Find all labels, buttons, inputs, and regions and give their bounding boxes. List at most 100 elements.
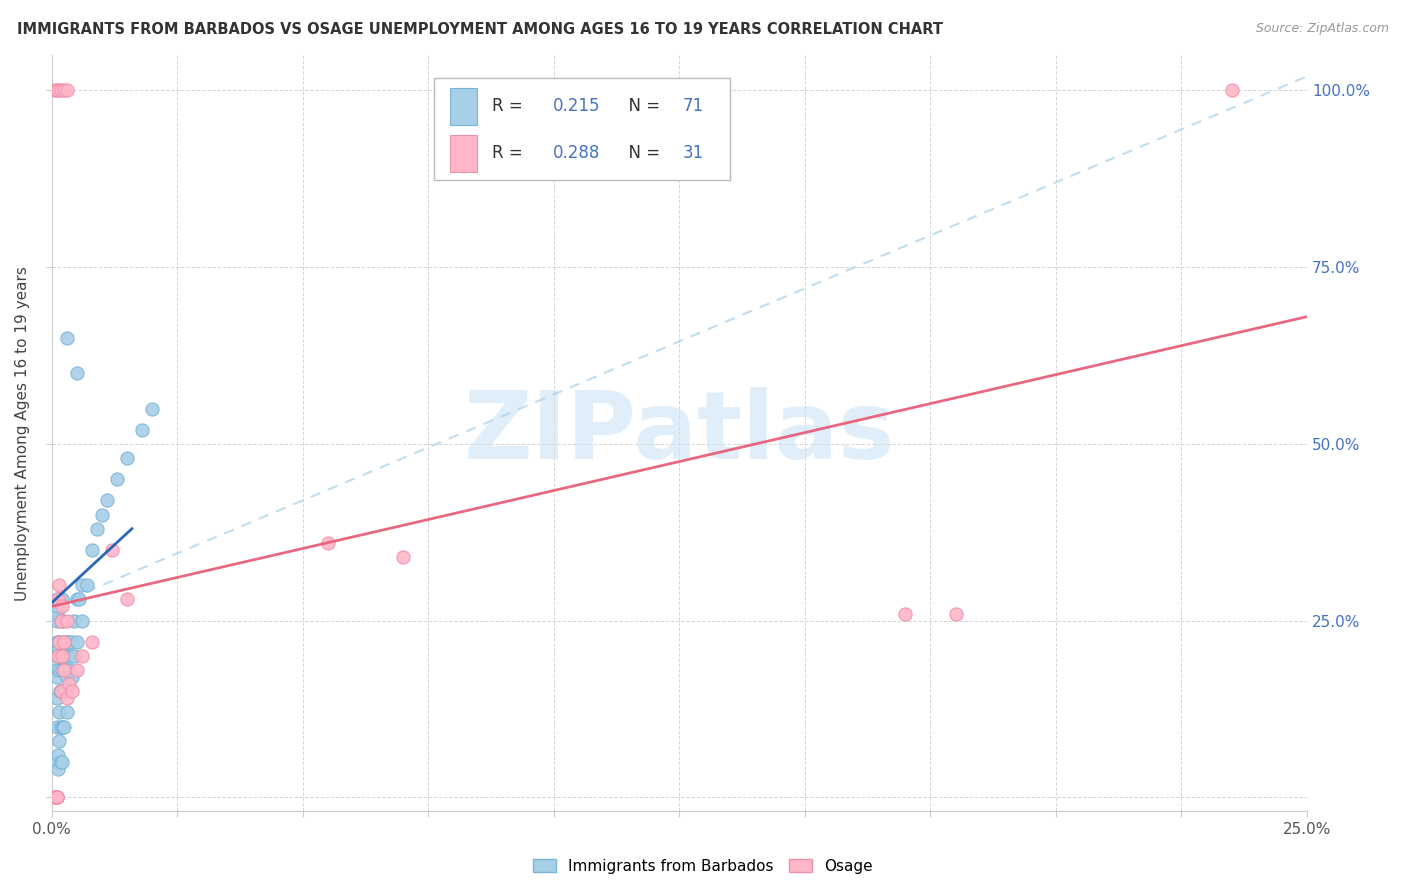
Point	[42, 83, 65, 97]
Point	[49, 614, 72, 628]
Point	[55, 670, 77, 684]
Point	[63, 648, 86, 663]
Point	[55, 635, 77, 649]
Point	[46, 648, 69, 663]
Point	[49, 592, 72, 607]
FancyBboxPatch shape	[434, 78, 730, 180]
Point	[52, 648, 75, 663]
Point	[48, 706, 70, 720]
Point	[53, 663, 76, 677]
Point	[59, 648, 82, 663]
Point	[141, 401, 163, 416]
Point	[60, 635, 83, 649]
Point	[53, 635, 76, 649]
Text: ZIPatlas: ZIPatlas	[464, 387, 896, 479]
Point	[45, 755, 67, 769]
Point	[90, 508, 112, 522]
Point	[48, 648, 70, 663]
Point	[52, 684, 75, 698]
Point	[46, 648, 69, 663]
Point	[53, 83, 76, 97]
Point	[42, 790, 65, 805]
Point	[392, 549, 415, 564]
Point	[70, 614, 93, 628]
Point	[80, 542, 103, 557]
Point	[55, 691, 77, 706]
Point	[45, 691, 67, 706]
Point	[70, 648, 93, 663]
Point	[55, 614, 77, 628]
Text: R =: R =	[492, 97, 529, 115]
Text: Source: ZipAtlas.com: Source: ZipAtlas.com	[1256, 22, 1389, 36]
Point	[45, 790, 67, 805]
Text: 31: 31	[683, 145, 704, 162]
Point	[48, 684, 70, 698]
Point	[55, 648, 77, 663]
Point	[86, 522, 108, 536]
Point	[45, 592, 67, 607]
Point	[52, 614, 75, 628]
Point	[51, 592, 73, 607]
Point	[42, 663, 65, 677]
Point	[46, 635, 69, 649]
Point	[51, 648, 73, 663]
Point	[60, 684, 83, 698]
Point	[46, 83, 69, 97]
Point	[105, 472, 128, 486]
Point	[49, 614, 72, 628]
Point	[45, 599, 67, 614]
Text: IMMIGRANTS FROM BARBADOS VS OSAGE UNEMPLOYMENT AMONG AGES 16 TO 19 YEARS CORRELA: IMMIGRANTS FROM BARBADOS VS OSAGE UNEMPL…	[17, 22, 943, 37]
Point	[48, 635, 70, 649]
Point	[66, 635, 89, 649]
Text: 0.215: 0.215	[553, 97, 600, 115]
Point	[63, 614, 86, 628]
Point	[46, 747, 69, 762]
Point	[49, 648, 72, 663]
Point	[131, 423, 153, 437]
Point	[45, 607, 67, 621]
Point	[53, 635, 76, 649]
Point	[51, 684, 73, 698]
Point	[58, 663, 80, 677]
Point	[56, 663, 79, 677]
Point	[55, 684, 77, 698]
Point	[45, 648, 67, 663]
Point	[49, 755, 72, 769]
Point	[45, 790, 67, 805]
Point	[96, 493, 118, 508]
Point	[945, 607, 967, 621]
Text: 0.288: 0.288	[553, 145, 600, 162]
Point	[45, 614, 67, 628]
Point	[76, 578, 98, 592]
Point	[46, 592, 69, 607]
Point	[51, 663, 73, 677]
Point	[51, 635, 73, 649]
Point	[55, 83, 77, 97]
Point	[48, 663, 70, 677]
Point	[58, 635, 80, 649]
Point	[52, 720, 75, 734]
Point	[316, 536, 339, 550]
Bar	[450, 88, 477, 125]
Point	[53, 684, 76, 698]
Point	[894, 607, 917, 621]
Point	[1220, 83, 1243, 97]
Point	[70, 578, 93, 592]
Point	[48, 578, 70, 592]
Text: 71: 71	[683, 97, 704, 115]
Point	[80, 635, 103, 649]
Point	[45, 790, 67, 805]
Point	[58, 677, 80, 691]
Bar	[450, 136, 477, 171]
Point	[45, 790, 67, 805]
Point	[115, 592, 138, 607]
Point	[48, 733, 70, 747]
Point	[49, 684, 72, 698]
Point	[67, 592, 90, 607]
Point	[60, 670, 83, 684]
Point	[51, 599, 73, 614]
Point	[55, 706, 77, 720]
Point	[66, 366, 89, 380]
Point	[51, 720, 73, 734]
Legend: Immigrants from Barbados, Osage: Immigrants from Barbados, Osage	[527, 853, 879, 880]
